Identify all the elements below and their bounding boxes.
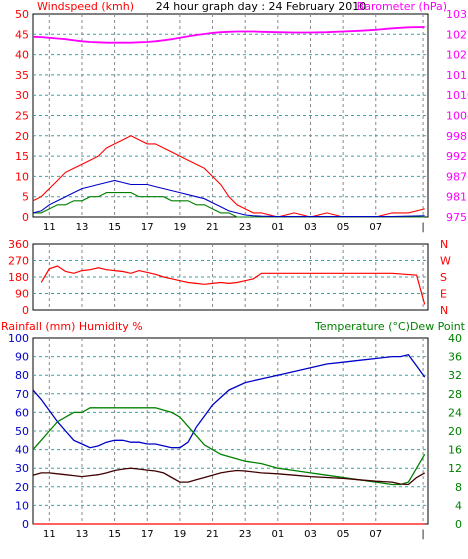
y-tick-label-right: 40 [448, 332, 462, 345]
wind-barometer-panel: 0510152025303540455097598198799299810041… [15, 8, 468, 233]
y-tick-label-right: 0 [455, 518, 462, 531]
y-tick-label-left: 0 [22, 518, 29, 531]
x-tick-label: 01 [271, 222, 284, 233]
y-tick-label-right: 16 [448, 444, 462, 457]
windspeed-title: Windspeed (kmh) [37, 0, 134, 13]
y-tick-label-right: 998 [446, 130, 467, 143]
y-tick-label-left: 45 [15, 28, 29, 41]
x-tick-label: 13 [76, 529, 89, 540]
x-tick-label: 21 [206, 222, 219, 233]
x-tick-label: 11 [43, 222, 56, 233]
y-tick-label-right: 992 [446, 150, 467, 163]
y-tick-label-left: 60 [15, 406, 29, 419]
x-tick-label: 07 [369, 529, 382, 540]
x-tick-label: 05 [337, 222, 350, 233]
series-barometer [32, 26, 425, 44]
y-tick-label-left: 30 [15, 89, 29, 102]
y-tick-label-left: 40 [15, 444, 29, 457]
y-tick-label-left: 100 [8, 332, 29, 345]
y-tick-label-left: 270 [8, 255, 29, 268]
x-tick-label: 11 [43, 529, 56, 540]
y-tick-label-left: 90 [15, 288, 29, 301]
y-tick-label-left: 25 [15, 110, 29, 123]
x-tick-label: 15 [108, 529, 121, 540]
x-tick-label: 13 [76, 222, 89, 233]
x-tick-label: 03 [304, 529, 317, 540]
y-tick-label-left: 40 [15, 49, 29, 62]
y-tick-label-right: 1033 [446, 8, 468, 21]
x-tick-label: 17 [141, 529, 154, 540]
x-tick-label: 07 [369, 222, 382, 233]
series-wind_avg_blue [32, 179, 425, 218]
graph-title: 24 hour graph day : 24 February 2010 [156, 0, 367, 13]
plot-frame [32, 13, 429, 218]
x-tick-label: 23 [239, 529, 252, 540]
y-tick-label-left: 20 [15, 130, 29, 143]
y-tick-label-left: 30 [15, 462, 29, 475]
y-tick-label-right: 1027 [446, 28, 468, 41]
y-tick-label-right: E [440, 288, 447, 301]
series-wind_speed [32, 135, 425, 218]
y-tick-label-right: N [440, 238, 448, 251]
y-tick-label-left: 180 [8, 271, 29, 284]
y-tick-label-right: 36 [448, 351, 462, 364]
series-dew_point [32, 467, 426, 486]
plot-frame [32, 337, 429, 525]
y-tick-label-left: 360 [8, 238, 29, 251]
y-tick-label-right: 28 [448, 388, 462, 401]
y-tick-label-right: 987 [446, 170, 467, 183]
y-tick-label-right: 12 [448, 462, 462, 475]
series-humidity [32, 353, 426, 449]
x-tick-label: 17 [141, 222, 154, 233]
y-tick-label-right: W [440, 255, 451, 268]
x-tick-label: 19 [174, 222, 187, 233]
x-tick-label: 15 [108, 222, 121, 233]
y-tick-label-left: 50 [15, 425, 29, 438]
rain-humidity-title: Rainfall (mm) Humidity % [1, 320, 143, 333]
x-tick-label: 05 [337, 529, 350, 540]
y-tick-label-right: 1004 [446, 110, 468, 123]
y-tick-label-left: 0 [22, 211, 29, 224]
y-tick-label-left: 20 [15, 481, 29, 494]
y-tick-label-right: 20 [448, 425, 462, 438]
temp-dew-title: Temperature (°C)Dew Point [314, 320, 466, 333]
y-tick-label-right: 1010 [446, 89, 468, 102]
x-tick-label: 21 [206, 529, 219, 540]
y-tick-label-left: 35 [15, 69, 29, 82]
series-wind_dir [40, 265, 426, 305]
y-tick-label-right: N [440, 304, 448, 317]
y-tick-label-right: S [440, 271, 447, 284]
y-tick-label-left: 90 [15, 351, 29, 364]
x-tick-label: 23 [239, 222, 252, 233]
y-tick-label-right: 4 [455, 499, 462, 512]
y-tick-label-right: 8 [455, 481, 462, 494]
y-tick-label-left: 70 [15, 388, 29, 401]
y-tick-label-left: 10 [15, 499, 29, 512]
y-tick-label-right: 981 [446, 191, 467, 204]
plot-frame [32, 243, 429, 311]
humidity-temperature-panel: 0102030405060708090100048121620242832364… [8, 332, 462, 540]
y-tick-label-left: 5 [22, 191, 29, 204]
x-tick-label: 01 [271, 529, 284, 540]
y-tick-label-left: 80 [15, 369, 29, 382]
y-tick-label-left: 50 [15, 8, 29, 21]
barometer-title: Barometer (hPa) [357, 0, 447, 13]
y-tick-label-right: 32 [448, 369, 462, 382]
x-tick-label: | [421, 529, 424, 540]
x-tick-label: 19 [174, 529, 187, 540]
y-tick-label-right: 975 [446, 211, 467, 224]
x-tick-label: 03 [304, 222, 317, 233]
x-tick-label: | [421, 222, 424, 233]
y-tick-label-left: 0 [22, 304, 29, 317]
y-tick-label-left: 10 [15, 170, 29, 183]
y-tick-label-right: 24 [448, 406, 462, 419]
y-tick-label-left: 15 [15, 150, 29, 163]
